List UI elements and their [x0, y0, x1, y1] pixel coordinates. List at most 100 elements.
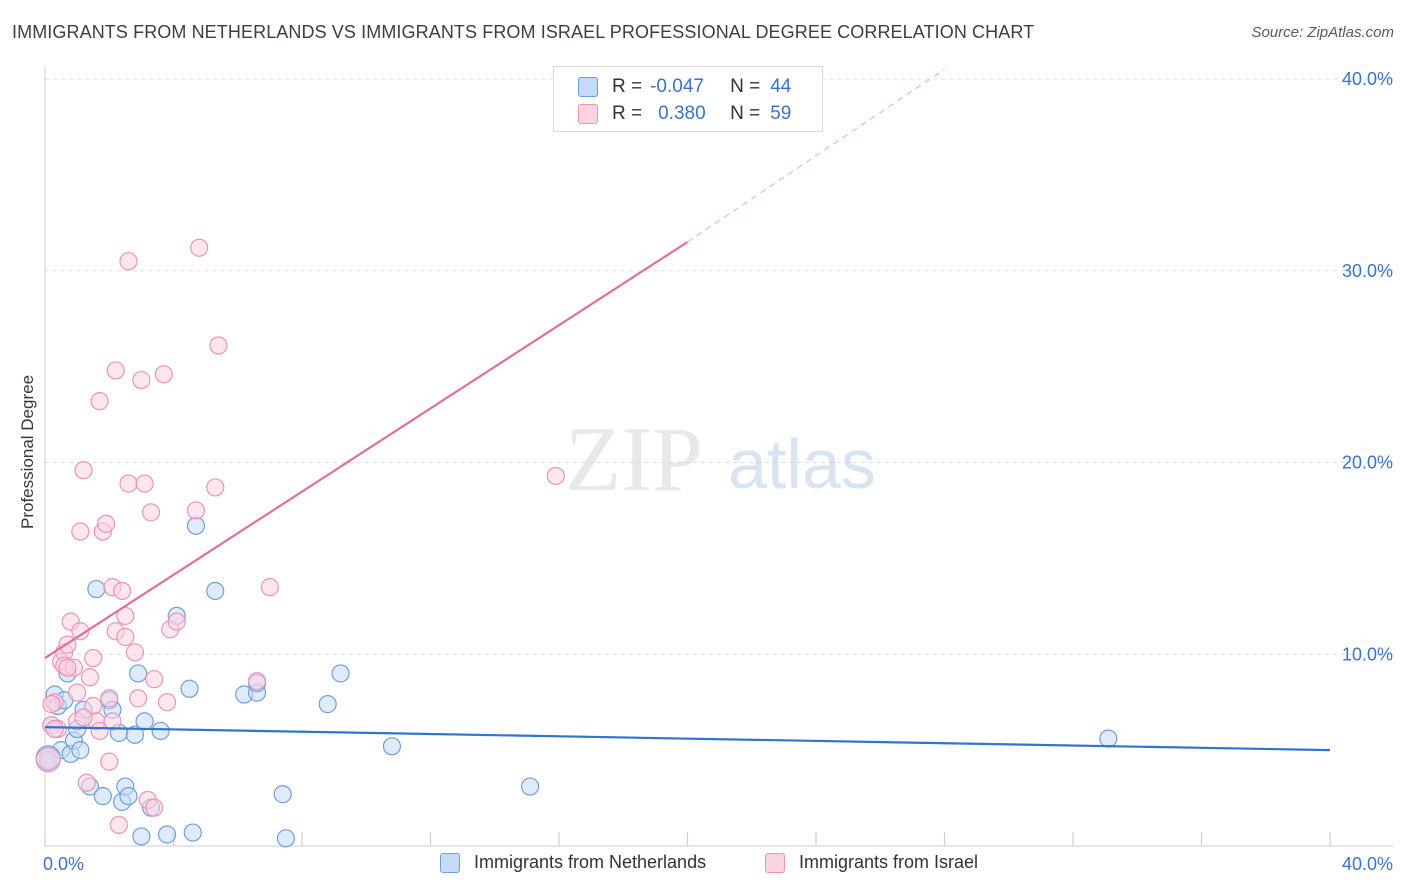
- legend-swatch-netherlands: [578, 77, 598, 97]
- israel-point: [106, 361, 125, 380]
- israel-point: [209, 336, 228, 355]
- series-swatch-netherlands: [440, 852, 460, 873]
- israel-point: [68, 683, 87, 702]
- israel-point: [71, 622, 90, 641]
- israel-point: [116, 627, 135, 647]
- series-label-netherlands: Immigrants from Netherlands: [474, 852, 707, 872]
- netherlands-point: [331, 664, 350, 683]
- israel-point: [190, 238, 209, 257]
- legend-row-netherlands: R = -0.047 N = 44: [578, 75, 791, 99]
- y-tick-label: 40.0%: [1342, 69, 1393, 89]
- netherlands-point: [276, 829, 296, 848]
- israel-point: [103, 712, 122, 731]
- israel-point: [206, 478, 225, 497]
- israel-point: [141, 503, 161, 522]
- series-legend-israel: Immigrants from Israel: [765, 852, 978, 873]
- israel-point: [132, 370, 151, 390]
- legend-row-israel: R = 0.380 N = 59: [578, 102, 791, 126]
- netherlands-point: [382, 737, 402, 756]
- israel-trend-line: [44, 241, 689, 660]
- netherlands-point: [520, 777, 540, 796]
- netherlands-point: [119, 787, 138, 806]
- series-legend-netherlands: Immigrants from Netherlands: [440, 852, 706, 873]
- legend-n-label: N =: [730, 76, 761, 97]
- israel-point: [74, 461, 93, 480]
- data-points: [35, 238, 1118, 848]
- watermark-zip: ZIP: [565, 408, 703, 510]
- netherlands-point: [135, 712, 154, 731]
- legend-n-value-israel: 59: [770, 103, 792, 124]
- series-swatch-israel: [765, 852, 785, 873]
- israel-point: [125, 643, 145, 662]
- trend-lines: [44, 68, 1331, 752]
- netherlands-point: [180, 679, 199, 698]
- netherlands-point: [318, 695, 337, 714]
- legend-n-label: N =: [730, 103, 761, 124]
- legend-r-label: R =: [612, 103, 643, 124]
- x-tick-label: 0.0%: [43, 854, 84, 874]
- legend-r-value-netherlands: -0.047: [650, 76, 704, 97]
- israel-point: [58, 658, 77, 677]
- gridlines: [45, 78, 1393, 655]
- source-label: Source: ZipAtlas.com: [1251, 24, 1394, 41]
- netherlands-point: [129, 664, 148, 683]
- israel-point: [100, 752, 119, 771]
- israel-point: [35, 747, 61, 773]
- israel-point: [546, 466, 565, 486]
- axes: [44, 66, 1393, 847]
- tick-labels: 10.0% 20.0% 30.0% 40.0% 0.0% 40.0%: [43, 69, 1393, 874]
- netherlands-point: [206, 581, 225, 601]
- netherlands-point: [93, 787, 112, 806]
- israel-point: [100, 689, 119, 708]
- israel-point: [90, 721, 109, 741]
- israel-point: [42, 695, 61, 714]
- israel-point: [74, 708, 93, 727]
- legend-r-label: R =: [612, 76, 643, 97]
- y-axis-label: Professional Degree: [18, 374, 37, 529]
- netherlands-point: [186, 516, 206, 535]
- netherlands-point: [273, 785, 292, 804]
- israel-point: [116, 606, 135, 626]
- israel-point: [90, 392, 109, 411]
- netherlands-point: [132, 827, 151, 846]
- netherlands-point: [1099, 729, 1118, 748]
- netherlands-point: [71, 741, 90, 760]
- y-tick-label: 30.0%: [1342, 261, 1393, 281]
- israel-point: [145, 670, 164, 689]
- watermark: ZIP atlas: [565, 408, 876, 510]
- watermark-atlas: atlas: [728, 425, 876, 503]
- israel-point: [145, 798, 164, 817]
- israel-point: [84, 648, 103, 668]
- netherlands-point: [87, 579, 106, 599]
- israel-point: [80, 668, 100, 687]
- israel-point: [135, 474, 154, 493]
- israel-point: [186, 501, 206, 520]
- israel-point: [167, 612, 186, 631]
- israel-trend-extension: [687, 68, 945, 243]
- netherlands-point: [125, 725, 145, 744]
- x-tick-label: 40.0%: [1342, 854, 1393, 874]
- israel-point: [247, 671, 267, 691]
- israel-point: [260, 578, 279, 597]
- legend-r-value-israel: 0.380: [658, 103, 706, 124]
- israel-point: [77, 773, 96, 792]
- netherlands-point: [157, 825, 177, 844]
- y-tick-label: 20.0%: [1342, 453, 1393, 473]
- series-legend: Immigrants from Netherlands Immigrants f…: [0, 852, 1406, 876]
- israel-point: [119, 474, 138, 493]
- israel-point: [45, 719, 64, 739]
- israel-point: [112, 581, 132, 601]
- israel-point: [157, 693, 177, 712]
- israel-point: [96, 514, 116, 533]
- chart-title: IMMIGRANTS FROM NETHERLANDS VS IMMIGRANT…: [12, 22, 1035, 42]
- israel-point: [154, 365, 173, 384]
- israel-point: [71, 522, 90, 541]
- netherlands-trend-line: [44, 726, 1331, 752]
- legend-swatch-israel: [578, 104, 598, 124]
- legend-n-value-netherlands: 44: [770, 76, 792, 97]
- y-tick-label: 10.0%: [1342, 644, 1393, 664]
- israel-point: [129, 689, 148, 708]
- netherlands-point: [183, 823, 202, 842]
- israel-point: [119, 252, 138, 271]
